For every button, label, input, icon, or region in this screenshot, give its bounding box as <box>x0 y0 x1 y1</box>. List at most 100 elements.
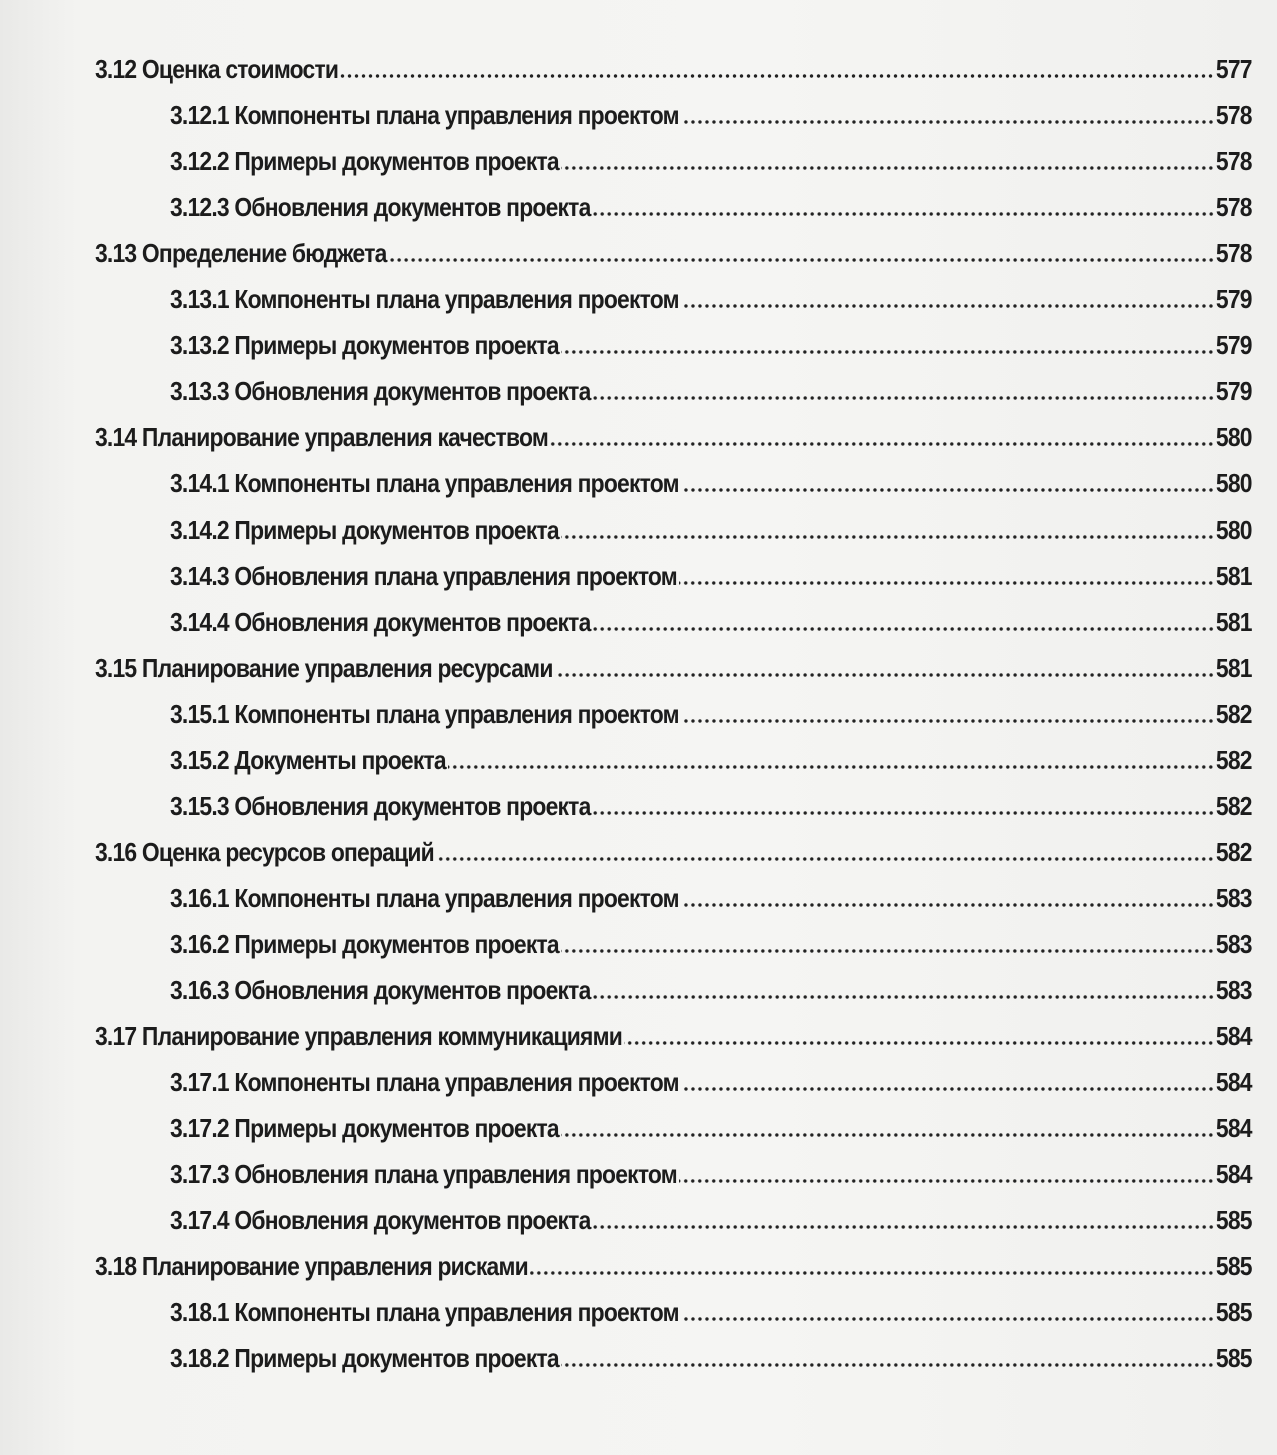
toc-entry-page-number: 577 <box>1216 54 1253 84</box>
dot-leader <box>680 1086 1215 1093</box>
toc-subsection-entry: 3.16.2 Примеры документов проекта 583 <box>0 920 1253 960</box>
toc-entry-title: 3.18.1 Компоненты плана управления проек… <box>170 1297 680 1328</box>
toc-subsection-entry: 3.12.2 Примеры документов проекта 578 <box>0 137 1253 177</box>
toc-subsection-entry: 3.13.3 Обновления документов проекта 579 <box>0 367 1253 407</box>
dot-leader <box>592 211 1215 218</box>
toc-subsection-entry: 3.15.2 Документы проекта 582 <box>0 736 1253 776</box>
toc-entry-page-number: 584 <box>1216 1021 1253 1052</box>
toc-section-entry: 3.18 Планирование управления рисками 585 <box>0 1242 1253 1282</box>
toc-entry-page-number: 583 <box>1216 928 1253 959</box>
toc-subsection-entry: 3.17.3 Обновления плана управления проек… <box>0 1150 1253 1190</box>
toc-section-entry: 3.17 Планирование управления коммуникаци… <box>0 1012 1253 1052</box>
dot-leader <box>624 1040 1215 1047</box>
toc-section-entry: 3.12 Оценка стоимости 577 <box>0 45 1253 85</box>
toc-entry-page-number: 584 <box>1216 1067 1253 1098</box>
toc-entry-page-number: 584 <box>1216 1159 1253 1190</box>
toc-entry-title: 3.17.1 Компоненты плана управления проек… <box>170 1067 680 1098</box>
dot-leader <box>560 1132 1215 1139</box>
toc-entry-page-number: 578 <box>1216 146 1253 177</box>
toc-subsection-entry: 3.12.1 Компоненты плана управления проек… <box>0 91 1253 131</box>
dot-leader <box>680 303 1215 310</box>
dot-leader <box>680 1316 1215 1323</box>
toc-entry-title: 3.17 Планирование управления коммуникаци… <box>95 1021 623 1052</box>
toc-entry-page-number: 585 <box>1216 1251 1253 1282</box>
toc-entry-page-number: 583 <box>1216 882 1253 913</box>
toc-entry-page-number: 581 <box>1216 606 1253 637</box>
dot-leader <box>680 119 1215 126</box>
dot-leader <box>549 441 1215 448</box>
toc-entry-page-number: 578 <box>1216 192 1253 223</box>
toc-entry-page-number: 585 <box>1216 1343 1253 1374</box>
toc-entry-title: 3.14.4 Обновления документов проекта <box>170 606 591 637</box>
dot-leader <box>560 349 1215 356</box>
toc-subsection-entry: 3.17.4 Обновления документов проекта 585 <box>0 1196 1253 1236</box>
dot-leader <box>592 809 1215 816</box>
dot-leader <box>592 395 1215 402</box>
toc-entry-title: 3.18.2 Примеры документов проекта <box>170 1343 560 1374</box>
toc-entry-title: 3.13 Определение бюджета <box>95 238 387 269</box>
toc-subsection-entry: 3.13.2 Примеры документов проекта 579 <box>0 321 1253 361</box>
toc-entry-title: 3.17.3 Обновления плана управления проек… <box>170 1159 678 1190</box>
dot-leader <box>592 994 1215 1000</box>
toc-entry-title: 3.16 Оценка ресурсов операций <box>95 836 435 867</box>
dot-leader <box>388 257 1215 264</box>
toc-entry-title: 3.13.1 Компоненты плана управления проек… <box>170 284 680 315</box>
toc-subsection-entry: 3.14.3 Обновления плана управления проек… <box>0 552 1253 592</box>
toc-entry-title: 3.12.3 Обновления документов проекта <box>170 192 591 223</box>
toc-entry-title: 3.14.2 Примеры документов проекта <box>170 514 560 545</box>
toc-entry-title: 3.17.4 Обновления документов проекта <box>170 1205 591 1236</box>
toc-subsection-entry: 3.14.2 Примеры документов проекта 580 <box>0 506 1253 546</box>
toc-subsection-entry: 3.18.2 Примеры документов проекта 585 <box>0 1334 1253 1374</box>
toc-entry-page-number: 580 <box>1216 514 1253 545</box>
toc-entry-title: 3.15 Планирование управления ресурсами <box>95 652 553 683</box>
toc-entry-page-number: 580 <box>1216 468 1253 499</box>
dot-leader <box>592 625 1215 632</box>
toc-entry-title: 3.17.2 Примеры документов проекта <box>170 1113 560 1144</box>
toc-subsection-entry: 3.17.2 Примеры документов проекта 584 <box>0 1104 1253 1144</box>
toc-subsection-entry: 3.18.1 Компоненты плана управления проек… <box>0 1288 1253 1328</box>
toc-entry-page-number: 579 <box>1216 284 1253 315</box>
toc-subsection-entry: 3.13.1 Компоненты плана управления проек… <box>0 275 1253 315</box>
toc-subsection-entry: 3.14.4 Обновления документов проекта 581 <box>0 598 1253 638</box>
toc-entry-title: 3.14.1 Компоненты плана управления проек… <box>170 468 680 499</box>
dot-leader <box>680 901 1215 908</box>
toc-subsection-entry: 3.16.1 Компоненты плана управления проек… <box>0 874 1253 914</box>
toc-subsection-entry: 3.15.3 Обновления документов проекта 582 <box>0 782 1253 822</box>
toc-entry-page-number: 578 <box>1216 238 1253 269</box>
toc-entry-page-number: 582 <box>1216 836 1253 867</box>
dot-leader <box>592 1224 1215 1231</box>
toc-subsection-entry: 3.15.1 Компоненты плана управления проек… <box>0 690 1253 730</box>
toc-entry-page-number: 580 <box>1216 422 1253 453</box>
toc-entry-page-number: 581 <box>1216 652 1253 683</box>
dot-leader <box>678 1178 1215 1185</box>
toc-entry-title: 3.14 Планирование управления качеством <box>95 422 549 453</box>
toc-entry-page-number: 585 <box>1216 1297 1253 1328</box>
toc-entry-title: 3.12.1 Компоненты плана управления проек… <box>170 100 680 131</box>
toc-entry-title: 3.13.3 Обновления документов проекта <box>170 376 591 407</box>
dot-leader <box>560 947 1215 954</box>
toc-entry-title: 3.12.2 Примеры документов проекта <box>170 146 560 177</box>
dot-leader <box>560 533 1215 540</box>
toc-entry-title: 3.12 Оценка стоимости <box>95 54 339 84</box>
toc-subsection-entry: 3.16.3 Обновления документов проекта 583 <box>0 966 1253 1006</box>
dot-leader <box>680 717 1215 724</box>
toc-entry-title: 3.16.2 Примеры документов проекта <box>170 928 560 959</box>
toc-entry-page-number: 579 <box>1216 376 1253 407</box>
dot-leader <box>560 1362 1215 1369</box>
toc-entry-title: 3.16.3 Обновления документов проекта <box>170 975 591 1005</box>
toc-entry-title: 3.16.1 Компоненты плана управления проек… <box>170 882 680 913</box>
toc-subsection-entry: 3.14.1 Компоненты плана управления проек… <box>0 459 1253 499</box>
toc-entry-page-number: 582 <box>1216 744 1253 775</box>
toc-section-entry: 3.15 Планирование управления ресурсами 58… <box>0 644 1253 684</box>
toc-section-entry: 3.16 Оценка ресурсов операций 582 <box>0 828 1253 868</box>
toc-subsection-entry: 3.12.3 Обновления документов проекта 578 <box>0 183 1253 223</box>
dot-leader <box>447 763 1215 770</box>
toc-entry-page-number: 585 <box>1216 1205 1253 1236</box>
toc-section-entry: 3.14 Планирование управления качеством 58… <box>0 413 1253 453</box>
dot-leader <box>435 855 1215 862</box>
dot-leader <box>529 1270 1215 1277</box>
dot-leader <box>560 165 1215 172</box>
toc-entry-title: 3.14.3 Обновления плана управления проек… <box>170 560 678 591</box>
toc-entry-page-number: 583 <box>1216 975 1253 1005</box>
toc-subsection-entry: 3.17.1 Компоненты плана управления проек… <box>0 1058 1253 1098</box>
